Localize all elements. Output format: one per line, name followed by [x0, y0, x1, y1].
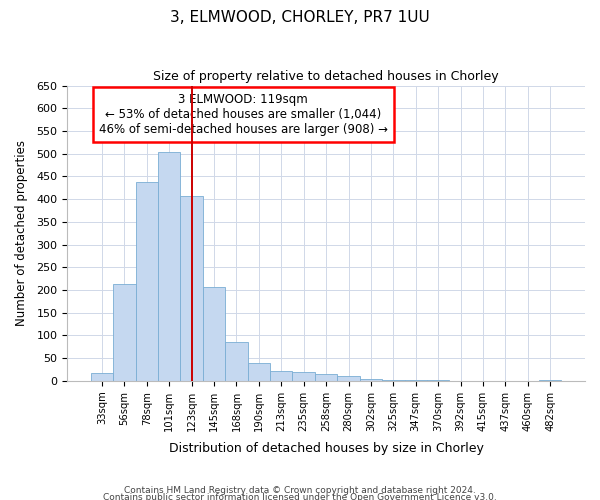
Bar — [404, 380, 427, 381]
Text: Contains public sector information licensed under the Open Government Licence v3: Contains public sector information licen… — [103, 494, 497, 500]
Y-axis label: Number of detached properties: Number of detached properties — [15, 140, 28, 326]
Bar — [158, 152, 181, 381]
Text: 3 ELMWOOD: 119sqm
← 53% of detached houses are smaller (1,044)
46% of semi-detac: 3 ELMWOOD: 119sqm ← 53% of detached hous… — [99, 93, 388, 136]
Bar — [360, 378, 382, 381]
Bar — [91, 373, 113, 381]
Bar — [315, 374, 337, 381]
Bar — [136, 182, 158, 381]
Bar — [539, 380, 562, 381]
Bar — [225, 342, 248, 381]
Bar — [292, 372, 315, 381]
X-axis label: Distribution of detached houses by size in Chorley: Distribution of detached houses by size … — [169, 442, 484, 455]
Title: Size of property relative to detached houses in Chorley: Size of property relative to detached ho… — [153, 70, 499, 83]
Bar — [337, 376, 360, 381]
Bar — [248, 362, 270, 381]
Bar — [181, 196, 203, 381]
Text: Contains HM Land Registry data © Crown copyright and database right 2024.: Contains HM Land Registry data © Crown c… — [124, 486, 476, 495]
Bar — [270, 371, 292, 381]
Bar — [113, 284, 136, 381]
Bar — [203, 287, 225, 381]
Text: 3, ELMWOOD, CHORLEY, PR7 1UU: 3, ELMWOOD, CHORLEY, PR7 1UU — [170, 10, 430, 25]
